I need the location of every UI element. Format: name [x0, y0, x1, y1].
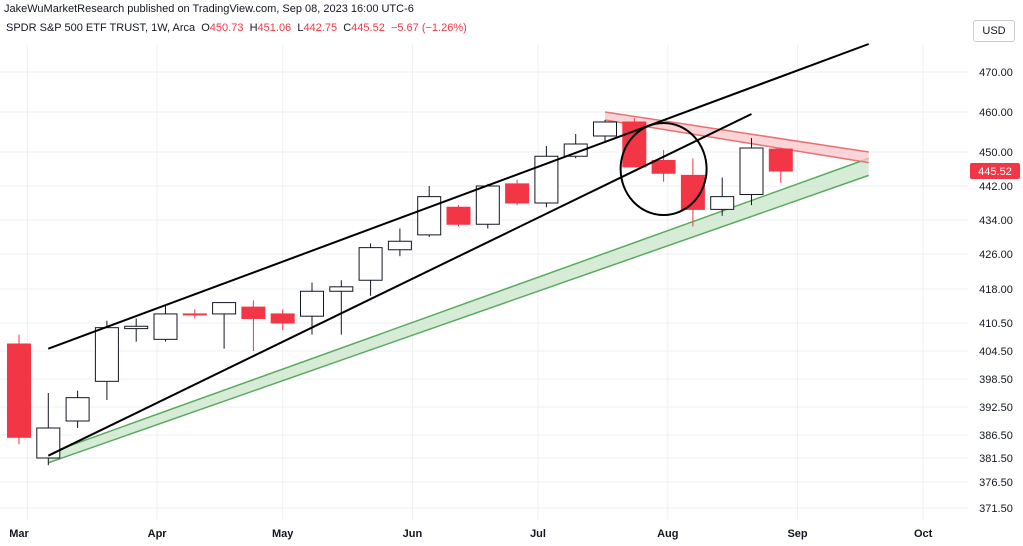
last-price-label: 445.52	[978, 166, 1012, 178]
candle-body-up	[534, 155, 559, 204]
ohlc-close: C445.52	[343, 22, 385, 34]
time-tick-label: Jun	[403, 528, 423, 540]
time-tick-label: Mar	[9, 528, 29, 540]
price-tick-label: 376.50	[979, 477, 1013, 489]
price-tick-label: 404.50	[979, 346, 1013, 358]
symbol-legend: SPDR S&P 500 ETF TRUST, 1W, Arca O450.73…	[6, 22, 467, 34]
symbol-name: SPDR S&P 500 ETF TRUST, 1W, Arca	[6, 22, 196, 34]
candle-body-down	[7, 343, 31, 438]
price-axis: 371.50 376.50 381.50 386.50 392.50 398.50 404.…	[970, 67, 1020, 515]
price-tick-label: 392.50	[979, 402, 1013, 414]
highlight-circle	[619, 122, 708, 216]
price-tick-label: 398.50	[979, 374, 1013, 386]
candle-body-up	[94, 327, 119, 382]
currency-button[interactable]: USD	[973, 20, 1015, 42]
price-tick-label: 418.00	[979, 284, 1013, 296]
annotation-bands	[48, 111, 869, 464]
ohlc-low: L442.75	[297, 22, 338, 34]
candle-body-up	[739, 147, 764, 195]
candle-body-down	[182, 313, 207, 316]
price-tick-label: 426.00	[979, 249, 1013, 261]
publisher-line: JakeWuMarketResearch published on Tradin…	[4, 3, 414, 15]
green-support-band-fill	[48, 158, 869, 463]
upper-channel-line	[47, 43, 870, 350]
price-tick-label: 434.00	[979, 215, 1013, 227]
candle-body-down	[505, 183, 530, 204]
candle-body-up	[65, 397, 90, 422]
candles	[7, 118, 793, 466]
candle-body-down	[651, 160, 676, 174]
price-tick-label: 410.50	[979, 318, 1013, 330]
price-tick-label: 442.00	[979, 181, 1013, 193]
candle-body-up	[710, 196, 735, 210]
time-axis: Mar Apr May Jun Jul Aug Sep Oct	[9, 528, 932, 540]
candle-body-up	[212, 302, 237, 315]
lower-channel-line	[47, 113, 752, 457]
grid	[0, 45, 968, 520]
ohlc-high: H451.06	[249, 22, 292, 34]
annotation-lines	[47, 43, 870, 457]
price-change: −5.67 (−1.26%)	[390, 22, 467, 34]
candle-body-up	[475, 185, 500, 225]
time-tick-label: Sep	[787, 528, 807, 540]
green-support-band-upper-edge	[48, 157, 869, 455]
time-tick-label: Apr	[148, 528, 168, 540]
time-tick-label: May	[272, 528, 294, 540]
time-tick-label: Aug	[657, 528, 678, 540]
price-tick-label: 371.50	[979, 503, 1013, 515]
candle-body-down	[446, 206, 471, 225]
candle-body-up	[300, 290, 324, 317]
candle-body-up	[358, 247, 383, 281]
candle-body-up	[387, 240, 412, 251]
time-tick-label: Oct	[914, 528, 933, 540]
candle-body-up	[563, 143, 588, 157]
price-tick-label: 470.00	[979, 67, 1013, 79]
price-tick-label: 450.00	[979, 147, 1013, 159]
candle-body-up	[417, 196, 442, 236]
candle-body-up	[153, 313, 178, 340]
ohlc-open: O450.73	[201, 22, 244, 34]
candle-body-up	[329, 286, 354, 292]
price-tick-label: 386.50	[979, 430, 1013, 442]
candle-body-up	[36, 427, 61, 459]
red-resistance-band-lower-edge	[604, 119, 869, 164]
green-support-band-lower-edge	[48, 174, 869, 464]
red-resistance-band-fill	[605, 112, 869, 163]
candle-body-down	[241, 306, 266, 319]
candle-body-down	[270, 313, 295, 324]
candle-body-up	[593, 121, 617, 137]
last-price-tag	[970, 163, 1020, 180]
price-tick-label: 381.50	[979, 453, 1013, 465]
red-resistance-band-upper-edge	[604, 111, 869, 153]
candle-body-down	[680, 174, 705, 210]
time-tick-label: Jul	[530, 528, 546, 540]
candle-body-up	[124, 325, 149, 330]
candle-body-down	[768, 148, 793, 172]
price-tick-label: 460.00	[979, 107, 1013, 119]
